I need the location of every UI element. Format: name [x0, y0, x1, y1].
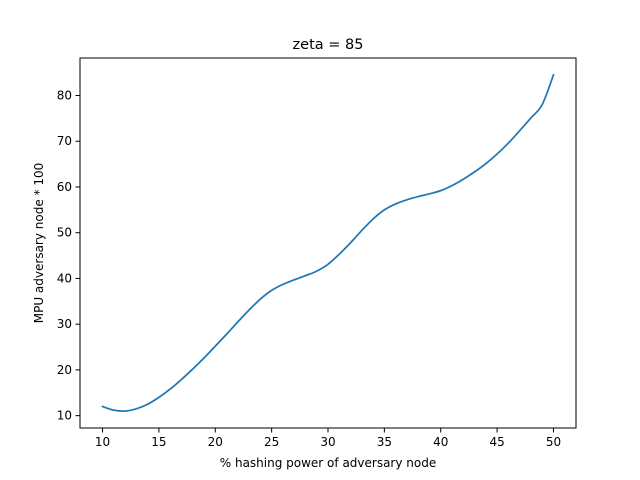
x-tick-label: 25 [264, 435, 279, 449]
y-axis-label: MPU adversary node * 100 [32, 163, 46, 324]
x-tick-label: 50 [546, 435, 561, 449]
y-tick-label: 40 [57, 271, 72, 285]
y-tick-label: 20 [57, 363, 72, 377]
x-tick-label: 30 [320, 435, 335, 449]
chart-title: zeta = 85 [293, 37, 364, 53]
y-tick-label: 30 [57, 317, 72, 331]
y-tick-label: 60 [57, 180, 72, 194]
x-axis-label: % hashing power of adversary node [220, 456, 436, 470]
x-tick-label: 10 [95, 435, 110, 449]
x-tick-label: 20 [208, 435, 223, 449]
y-tick-label: 50 [57, 226, 72, 240]
y-axis: 10 20 30 40 50 60 70 80 [57, 89, 80, 423]
x-tick-label: 15 [151, 435, 166, 449]
y-tick-label: 10 [57, 409, 72, 423]
x-tick-label: 45 [489, 435, 504, 449]
plot-area [101, 73, 555, 413]
x-tick-label: 35 [377, 435, 392, 449]
y-tick-label: 70 [57, 134, 72, 148]
series-line [101, 73, 555, 413]
y-tick-label: 80 [57, 89, 72, 103]
x-axis: 10 15 20 25 30 35 40 45 50 [95, 428, 561, 449]
x-tick-label: 40 [433, 435, 448, 449]
